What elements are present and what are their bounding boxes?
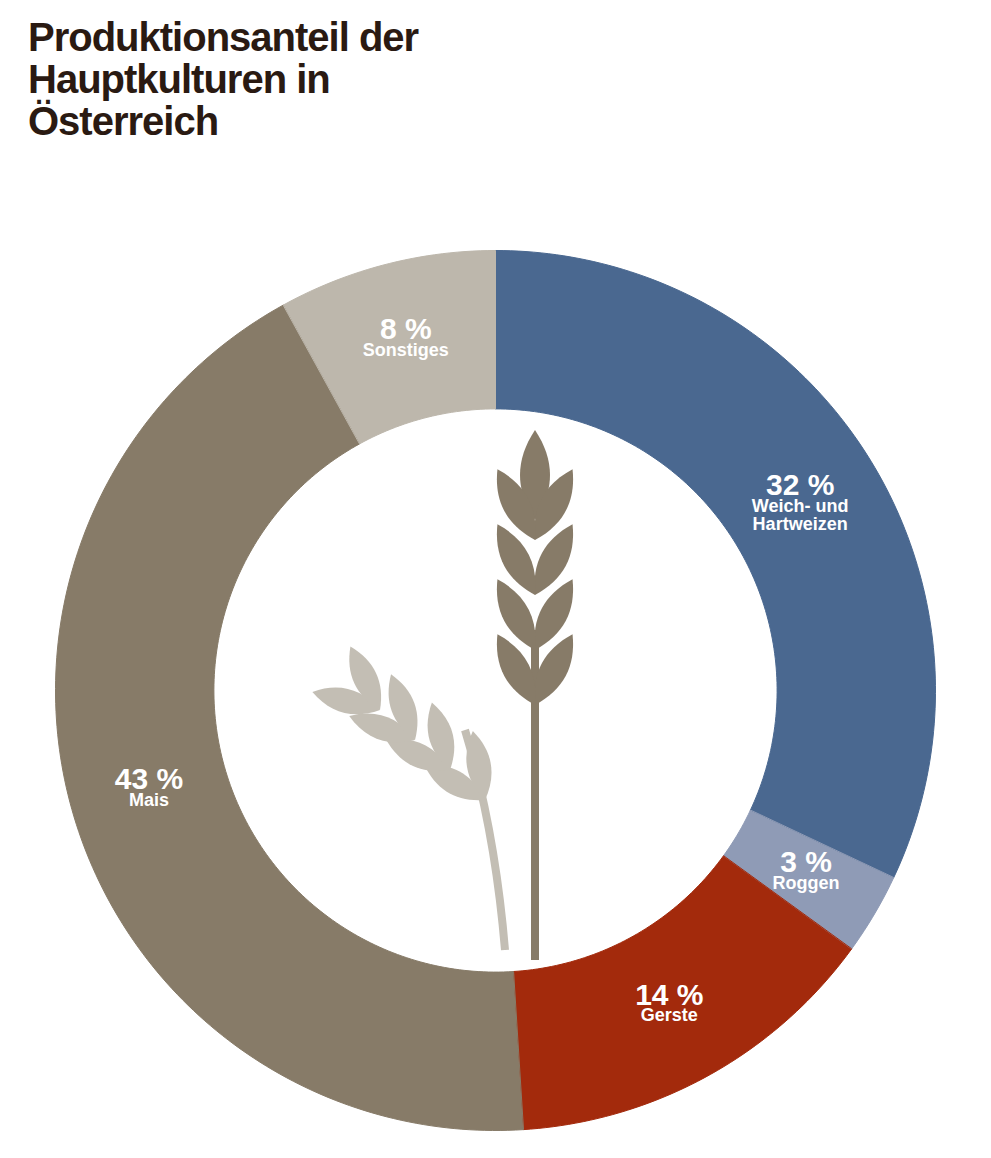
- svg-text:Mais: Mais: [129, 790, 169, 810]
- svg-text:Gerste: Gerste: [641, 1005, 698, 1025]
- svg-text:3 %: 3 %: [780, 845, 832, 879]
- svg-text:Sonstiges: Sonstiges: [363, 340, 449, 360]
- svg-text:Roggen: Roggen: [773, 873, 840, 893]
- svg-text:43 %: 43 %: [114, 762, 184, 796]
- svg-text:Weich- undHartweizen: Weich- undHartweizen: [752, 496, 849, 534]
- svg-text:8 %: 8 %: [379, 312, 432, 345]
- svg-text:32 %: 32 %: [765, 468, 835, 502]
- html-text:Produktionsanteil der Hauptkul: Produktionsanteil der Hauptkulturen in Ö…: [28, 15, 419, 143]
- svg-text:14 %: 14 %: [635, 977, 704, 1011]
